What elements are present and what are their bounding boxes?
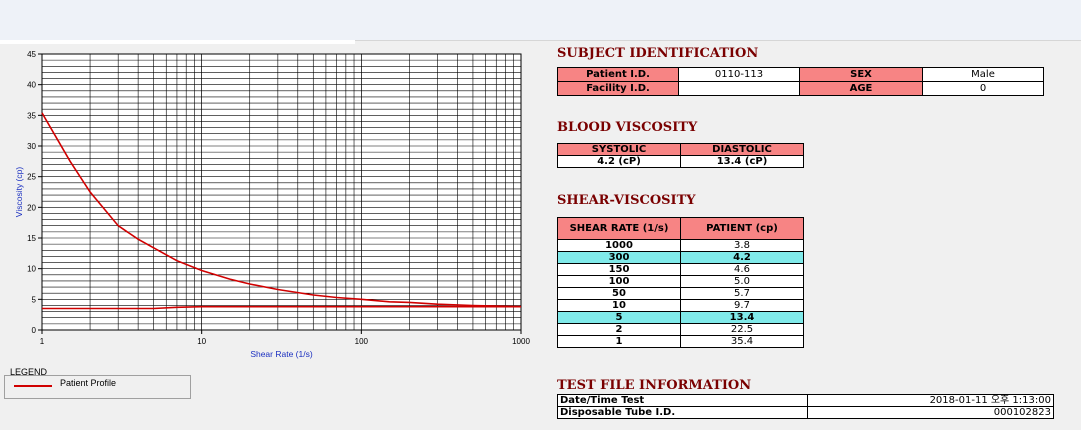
x-tick-label: 100 — [355, 337, 369, 346]
systolic-value: 4.2 (cP) — [557, 155, 681, 168]
x-tick-label: 10 — [197, 337, 206, 346]
shear-rate-cell: 5 — [557, 311, 681, 324]
shear-rate-cell: 300 — [557, 251, 681, 264]
patient-value-cell: 3.8 — [680, 239, 804, 252]
patient-value-cell: 4.2 — [680, 251, 804, 264]
y-tick-label: 40 — [27, 81, 36, 90]
shear-rate-cell: 150 — [557, 263, 681, 276]
shear-rate-cell: 10 — [557, 299, 681, 312]
viscosity-chart: 0 5 10 15 20 25 30 35 40 45 1 10 100 1000 Shear Rate (… — [0, 44, 548, 364]
x-axis-label: Shear Rate (1/s) — [250, 349, 313, 359]
shear-row: 100 5.0 — [557, 275, 804, 288]
shear-rate-cell: 100 — [557, 275, 681, 288]
shear-row: 1 35.4 — [557, 335, 804, 348]
shear-row: 10 9.7 — [557, 299, 804, 312]
age-value: 0 — [922, 81, 1044, 96]
y-tick-label: 15 — [27, 234, 36, 243]
shear-row: 50 5.7 — [557, 287, 804, 300]
shear-row: 2 22.5 — [557, 323, 804, 336]
y-tick-label: 10 — [27, 265, 36, 274]
shear-row: 5 13.4 — [557, 311, 804, 324]
test-file-heading: TEST FILE INFORMATION — [557, 378, 752, 393]
legend-label: Patient Profile — [60, 378, 117, 388]
patient-value-cell: 22.5 — [680, 323, 804, 336]
top-bar — [0, 0, 1081, 40]
y-tick-label: 5 — [32, 295, 37, 304]
shear-viscosity-heading: SHEAR-VISCOSITY — [557, 193, 696, 208]
shear-rate-cell: 50 — [557, 287, 681, 300]
plot-area — [41, 53, 522, 331]
series-line-patient-profile — [41, 112, 522, 308]
legend-title: LEGEND — [8, 367, 50, 377]
patient-value-cell: 4.6 — [680, 263, 804, 276]
chart-svg: 0 5 10 15 20 25 30 35 40 45 1 10 100 1000 Shear Rate (… — [14, 50, 530, 359]
test-file-table: Date/Time Test 2018-01-11 오후 1:13:00 Dis… — [557, 394, 1054, 419]
systolic-label: SYSTOLIC — [557, 143, 681, 156]
y-tick-label: 20 — [27, 203, 36, 212]
y-tick-label: 35 — [27, 111, 36, 120]
subject-table: Patient I.D. 0110-113 SEX Male Facility … — [557, 67, 1044, 96]
facility-id-label: Facility I.D. — [557, 81, 679, 96]
patient-id-value: 0110-113 — [678, 67, 800, 82]
shear-rate-cell: 1000 — [557, 239, 681, 252]
shear-rate-cell: 1 — [557, 335, 681, 348]
age-label: AGE — [799, 81, 923, 96]
patient-value-cell: 9.7 — [680, 299, 804, 312]
y-tick-label: 45 — [27, 50, 36, 59]
y-tick-label: 30 — [27, 142, 36, 151]
blood-viscosity-table: SYSTOLIC DIASTOLIC 4.2 (cP) 13.4 (cP) — [557, 143, 804, 168]
tube-id-label: Disposable Tube I.D. — [557, 406, 808, 419]
y-axis-label: Viscosity (cp) — [14, 167, 24, 218]
datetime-label: Date/Time Test — [557, 394, 808, 407]
diastolic-label: DIASTOLIC — [680, 143, 804, 156]
patient-cp-header: PATIENT (cp) — [680, 217, 804, 240]
legend-line-swatch — [14, 385, 52, 387]
patient-value-cell: 35.4 — [680, 335, 804, 348]
legend-box — [4, 375, 191, 399]
facility-id-value — [678, 81, 800, 96]
datetime-value: 2018-01-11 오후 1:13:00 — [807, 394, 1054, 407]
y-tick-label: 0 — [32, 326, 37, 335]
patient-id-label: Patient I.D. — [557, 67, 679, 82]
sex-label: SEX — [799, 67, 923, 82]
series-line-reference — [42, 305, 521, 310]
patient-value-cell: 13.4 — [680, 311, 804, 324]
sex-value: Male — [922, 67, 1044, 82]
panel-highlight — [0, 40, 355, 44]
x-tick-label: 1 — [40, 337, 45, 346]
diastolic-value: 13.4 (cP) — [680, 155, 804, 168]
shear-rate-header: SHEAR RATE (1/s) — [557, 217, 681, 240]
patient-value-cell: 5.0 — [680, 275, 804, 288]
shear-row: 300 4.2 — [557, 251, 804, 264]
shear-rate-cell: 2 — [557, 323, 681, 336]
patient-value-cell: 5.7 — [680, 287, 804, 300]
shear-row: 150 4.6 — [557, 263, 804, 276]
tube-id-value: 000102823 — [807, 406, 1054, 419]
x-tick-label: 1000 — [512, 337, 530, 346]
shear-viscosity-table: SHEAR RATE (1/s) PATIENT (cp) 1000 3.8 300… — [557, 217, 804, 348]
y-tick-label: 25 — [27, 173, 36, 182]
shear-row: 1000 3.8 — [557, 239, 804, 252]
blood-viscosity-heading: BLOOD VISCOSITY — [557, 120, 698, 135]
subject-heading: SUBJECT IDENTIFICATION — [557, 46, 759, 61]
